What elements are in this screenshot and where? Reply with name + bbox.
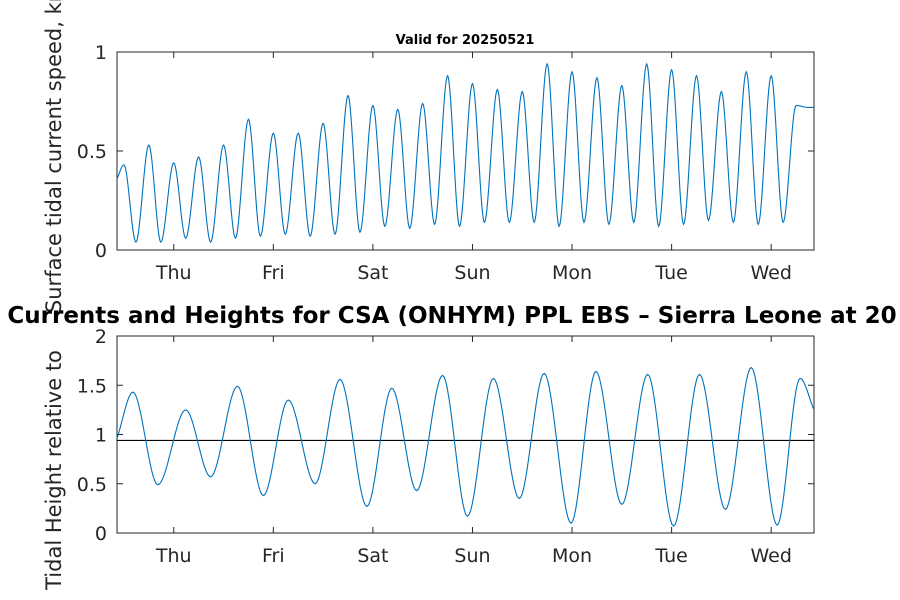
tidal-height-y-tick-label: 1 — [95, 425, 107, 447]
tidal-height-x-tick-label: Sat — [357, 545, 388, 567]
tidal-height-y-axis-label: Tidal Height relative to — [42, 350, 66, 591]
current-speed-y-axis-label: Surface tidal current speed, kn — [42, 0, 66, 313]
tidal-height-x-ticks: Thu Fri Sat Sun Mon Tue Wed — [155, 336, 792, 567]
tidal-height-axes-box — [116, 335, 815, 534]
tidal-height-x-tick-label: Thu — [155, 545, 192, 567]
current-speed-y-ticks: 00.51 — [77, 42, 814, 262]
current-speed-x-tick-label: Wed — [750, 262, 791, 284]
current-speed-series-line — [116, 62, 814, 243]
tidal-height-y-tick-label: 0 — [95, 523, 107, 545]
current-speed-x-tick-label: Mon — [552, 262, 592, 284]
current-speed-y-tick-label: 1 — [95, 42, 107, 64]
current-speed-x-tick-label: Sat — [357, 262, 388, 284]
tidal-height-y-tick-label: 2 — [95, 326, 107, 348]
current-speed-title: Valid for 20250521 — [396, 33, 535, 48]
tidal-height-x-tick-label: Sun — [454, 545, 490, 567]
tidal-height-panel: 0 0.5 1 1.5 2 Thu Fri Sat Sun Mon Tue Wed Tidal He… — [7, 303, 896, 591]
tidal-height-title: Currents and Heights for CSA (ONHYM) PPL… — [7, 303, 896, 329]
current-speed-panel: Valid for 20250521 00.51 Thu Fri Sat Sun Mon… — [42, 0, 815, 313]
tidal-height-y-tick-label: 0.5 — [77, 474, 107, 496]
tidal-height-x-tick-label: Mon — [552, 545, 592, 567]
current-speed-x-tick-label: Fri — [262, 262, 285, 284]
tidal-height-x-tick-label: Fri — [262, 545, 285, 567]
current-speed-y-tick-label: 0.5 — [77, 141, 107, 163]
tidal-height-x-tick-label: Tue — [654, 545, 687, 567]
current-speed-x-ticks: Thu Fri Sat Sun Mon Tue Wed — [155, 52, 792, 284]
current-speed-x-tick-label: Thu — [155, 262, 192, 284]
tidal-height-x-tick-label: Wed — [750, 545, 791, 567]
current-speed-x-tick-label: Tue — [654, 262, 687, 284]
current-speed-y-tick-label: 0 — [95, 240, 107, 262]
tidal-height-y-tick-label: 1.5 — [77, 375, 107, 397]
current-speed-x-tick-label: Sun — [454, 262, 490, 284]
tidal-height-y-ticks: 0 0.5 1 1.5 2 — [77, 326, 814, 545]
tidal-height-series-line — [116, 366, 815, 527]
